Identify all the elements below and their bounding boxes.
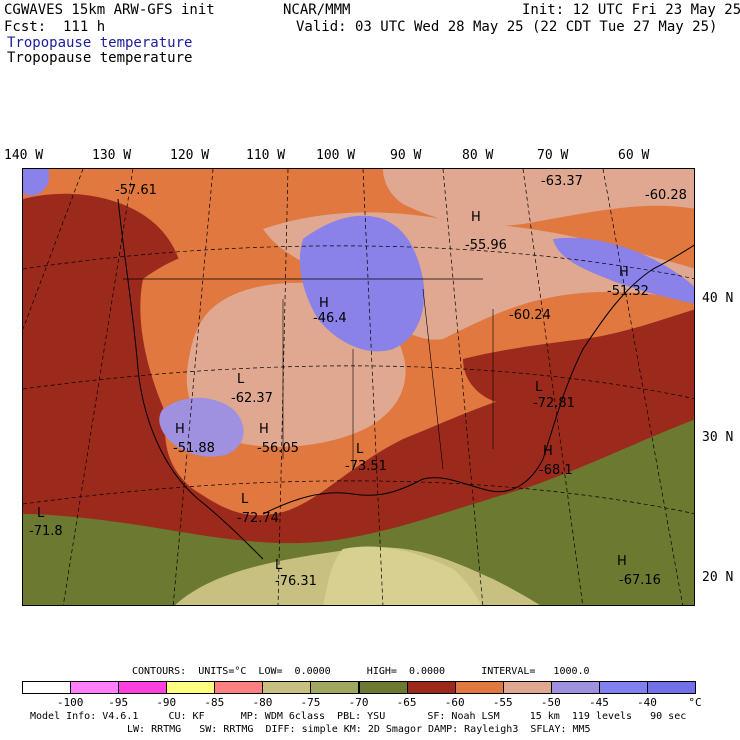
lon-label: 70 W: [537, 148, 569, 163]
colorbar-tick-label: -75: [300, 696, 321, 709]
lon-label: 110 W: [246, 148, 286, 163]
colorbar-cell: [214, 681, 264, 694]
field-blue-central: [299, 215, 425, 352]
map-value-label: -63.37: [541, 174, 583, 189]
lon-label: 100 W: [316, 148, 356, 163]
colorbar-tick-label: -50: [540, 696, 561, 709]
map-value-label: -60.28: [645, 188, 687, 203]
field-blue-east: [553, 237, 694, 304]
map-canvas: -57.61 -63.37 -60.28 H -55.96 H -51.32 H…: [23, 169, 694, 605]
colorbar-tick-label: -100: [56, 696, 84, 709]
lat-label: 30 N: [702, 430, 734, 445]
graticule: [23, 169, 694, 605]
colorbar-cell: [406, 681, 456, 694]
tropopause-temperature-map: -57.61 -63.37 -60.28 H -55.96 H -51.32 H…: [22, 168, 695, 606]
model-physics: LW: RRTMG SW: RRTMG DIFF: simple KM: 2D …: [127, 724, 591, 735]
colorbar-cell: [70, 681, 120, 694]
model-title: CGWAVES 15km ARW-GFS init: [4, 2, 215, 18]
colorbar-tick-label: -45: [588, 696, 609, 709]
map-value-label: -71.8: [29, 524, 63, 539]
map-center-mark: L: [241, 492, 249, 507]
colorbar-tick-label: -60: [444, 696, 465, 709]
map-value-label: -46.4: [313, 311, 347, 326]
map-center-mark: L: [356, 442, 364, 457]
lon-label: 120 W: [170, 148, 210, 163]
field-khaki-light: [323, 546, 482, 605]
valid-time: Valid: 03 UTC Wed 28 May 25 (22 CDT Tue …: [296, 19, 718, 35]
colorbar-tick-label: -40: [637, 696, 657, 709]
map-value-label: -73.51: [345, 459, 387, 474]
map-center-mark: H: [543, 444, 553, 459]
lon-label: 130 W: [92, 148, 132, 163]
colorbar-tick-label: -85: [204, 696, 225, 709]
colorbar-cell: [166, 681, 216, 694]
field-title-blue: Tropopause temperature: [7, 35, 193, 51]
map-value-label: -51.32: [607, 284, 649, 299]
colorbar-cell: [22, 681, 72, 694]
colorbar-tick-label: °C: [688, 696, 702, 709]
lat-label: 20 N: [702, 570, 734, 585]
init-time: Init: 12 UTC Fri 23 May 25: [522, 2, 740, 18]
map-value-label: -68.1: [539, 463, 573, 478]
field-darkred: [23, 193, 694, 544]
map-center-mark: H: [319, 296, 329, 311]
map-value-label: -57.61: [115, 183, 157, 198]
map-value-label: -67.16: [619, 573, 661, 588]
colorbar-cell: [358, 681, 408, 694]
map-center-mark: L: [275, 558, 283, 573]
colorbar-cell: [550, 681, 600, 694]
map-center-mark: H: [617, 554, 627, 569]
lon-label: 140 W: [4, 148, 44, 163]
map-value-label: -60.24: [509, 308, 551, 323]
colorbar-cell: [454, 681, 504, 694]
lat-label: 40 N: [702, 291, 734, 306]
field-blue-corner: [23, 169, 50, 196]
map-center-mark: L: [37, 506, 45, 521]
colorbar-tick-label: -95: [108, 696, 129, 709]
map-center-mark: H: [175, 422, 185, 437]
lon-label: 80 W: [462, 148, 494, 163]
contours-info: CONTOURS: UNITS=°C LOW= 0.0000 HIGH= 0.0…: [132, 666, 590, 677]
map-value-label: -62.37: [231, 391, 273, 406]
map-center-mark: H: [471, 210, 481, 225]
colorbar-tick-label: -80: [252, 696, 273, 709]
map-value-label: -72.74: [237, 511, 279, 526]
map-center-mark: L: [535, 380, 543, 395]
field-title: Tropopause temperature: [7, 50, 193, 66]
colorbar-tick-label: -65: [396, 696, 417, 709]
organization: NCAR/MMM: [283, 2, 351, 18]
field-blue-southwest: [159, 397, 244, 457]
map-value-label: -56.05: [257, 441, 299, 456]
map-value-label: -51.88: [173, 441, 215, 456]
coastlines: [117, 198, 694, 560]
lon-label: 60 W: [618, 148, 650, 163]
map-value-label: -55.96: [465, 238, 507, 253]
colorbar-cell: [646, 681, 696, 694]
colorbar-tick-label: -90: [156, 696, 177, 709]
model-info: Model Info: V4.6.1 CU: KF MP: WDM 6class…: [30, 711, 687, 722]
colorbar-cell: [598, 681, 648, 694]
colorbar-cell: [118, 681, 168, 694]
lon-label: 90 W: [390, 148, 422, 163]
map-center-mark: L: [237, 372, 245, 387]
map-center-mark: H: [619, 265, 629, 280]
field-salmon-top: [383, 169, 694, 226]
colorbar-cell: [262, 681, 312, 694]
map-value-label: -72.81: [533, 396, 575, 411]
colorbar-cell: [310, 681, 360, 694]
map-value-label: -76.31: [275, 574, 317, 589]
colorbar-tick-label: -55: [492, 696, 513, 709]
forecast-hour: Fcst: 111 h: [4, 19, 106, 35]
colorbar-cell: [502, 681, 552, 694]
map-center-mark: H: [259, 422, 269, 437]
colorbar-tick-label: -70: [348, 696, 369, 709]
